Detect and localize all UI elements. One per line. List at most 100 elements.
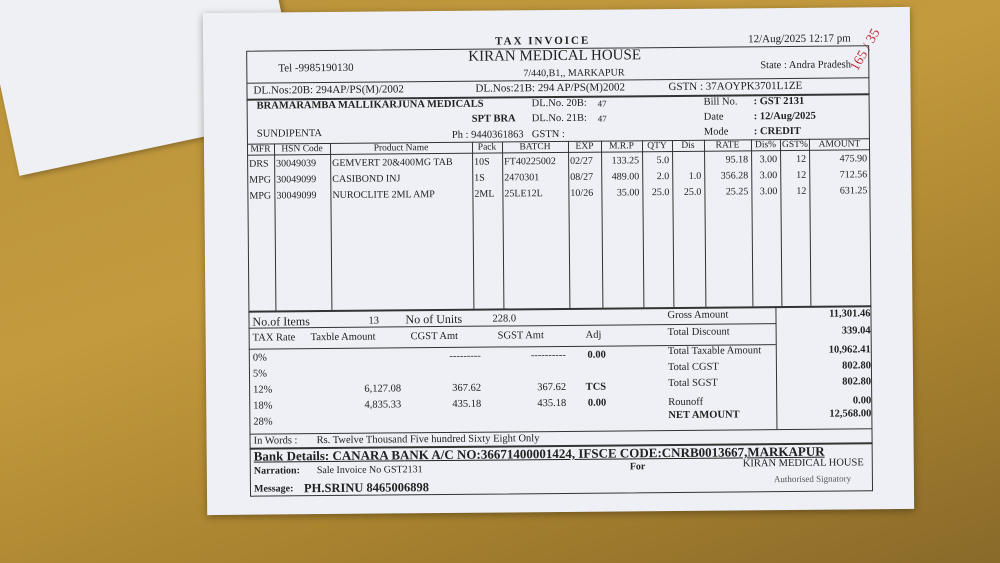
table-cell: 712.56	[839, 169, 868, 181]
table-cell: 12	[796, 185, 807, 197]
invoice-datetime: 12/Aug/2025 12:17 pm	[748, 32, 851, 46]
tax-cell: 0%	[252, 352, 267, 364]
table-cell: 631.25	[839, 185, 868, 197]
table-cell: 95.18	[725, 154, 749, 166]
tax-header: CGST Amt	[410, 330, 459, 343]
buyer-dl21b: 47	[597, 113, 607, 124]
table-cell: 30049099	[276, 190, 317, 202]
tax-cell: 0.00	[587, 397, 607, 409]
bill-mode: : CREDIT	[753, 125, 801, 138]
bill-mode-label: Mode	[703, 126, 729, 138]
column-header: MFR	[250, 144, 271, 155]
total-value: 12,568.00	[829, 408, 872, 420]
seller-dl21b: DL.Nos:21B: 294 AP/PS(M)2002	[475, 81, 625, 95]
message: PH.SRINU 8465006898	[303, 480, 430, 496]
table-cell: 02/27	[570, 155, 593, 167]
table-cell: 10S	[474, 156, 490, 168]
table-cell: 2470301	[504, 172, 540, 184]
total-label: Rounoff	[668, 396, 704, 409]
seller-gstn: GSTN : 37AOYPK3701L1ZE	[668, 79, 803, 94]
table-cell: NUROCLITE 2ML AMP	[332, 189, 435, 201]
total-value: 802.80	[842, 360, 871, 372]
seller-tel: Tel -9985190130	[278, 61, 354, 75]
seller-state: State : Andra Pradesh	[760, 59, 852, 72]
table-cell: 489.00	[611, 171, 640, 183]
table-cell: 35.00	[616, 187, 640, 199]
table-cell: 25.0	[651, 187, 670, 199]
table-cell: MPG	[249, 190, 272, 202]
total-value: 10,962.41	[828, 344, 871, 356]
tax-cell: 435.18	[537, 397, 567, 410]
total-value: 339.04	[841, 325, 871, 337]
column-header: GST%	[781, 139, 808, 151]
invoice-paper: TAX INVOICE 12/Aug/2025 12:17 pm 165 / 3…	[202, 6, 915, 516]
total-value: 0.00	[852, 395, 872, 407]
table-cell: 30049099	[276, 174, 317, 186]
tax-cell: TCS	[585, 381, 607, 393]
total-value: 11,301.46	[829, 308, 871, 320]
tax-cell: 12%	[253, 384, 273, 396]
total-label: Total Discount	[667, 326, 730, 339]
table-cell: CASIBOND INJ	[332, 173, 401, 185]
column-header: Pack	[477, 142, 497, 153]
total-label: NET AMOUNT	[668, 409, 740, 422]
in-words-label: In Words :	[253, 435, 298, 447]
tax-cell: ----------	[530, 349, 566, 362]
table-cell: DRS	[249, 158, 269, 170]
narration-label: Narration:	[253, 465, 300, 477]
column-header: AMOUNT	[818, 139, 861, 150]
total-label: Total Taxable Amount	[667, 345, 762, 358]
buyer-city: SUNDIPENTA	[256, 128, 323, 140]
seller-name: KIRAN MEDICAL HOUSE	[468, 47, 642, 65]
buyer-dl21b-label: DL.No. 21B:	[531, 112, 587, 125]
buyer-line2: SPT BRA	[471, 113, 516, 125]
table-cell: 2ML	[474, 188, 495, 200]
total-value: 802.80	[842, 376, 872, 388]
bill-no-label: Bill No.	[703, 96, 738, 108]
table-cell: FT40225002	[504, 156, 556, 168]
items-table	[203, 7, 910, 13]
column-header: M.R.P	[609, 141, 634, 152]
buyer-gstn: GSTN :	[531, 128, 565, 141]
tax-cell: 0.00	[587, 349, 606, 361]
column-header: RATE	[715, 140, 740, 151]
table-cell: 30049039	[276, 158, 317, 170]
authorised-signatory: Authorised Signatory	[773, 473, 852, 485]
summary-section	[203, 7, 910, 13]
for-label: For	[629, 461, 646, 473]
table-cell: 1.0	[688, 170, 702, 182]
column-header: Dis	[681, 140, 695, 151]
table-cell: 12	[796, 153, 807, 165]
tax-header: SGST Amt	[497, 330, 544, 342]
in-words: Rs. Twelve Thousand Five hundred Sixty E…	[316, 433, 540, 447]
column-header: Dis%	[754, 140, 777, 151]
column-header: EXP	[575, 141, 594, 152]
table-cell: GEMVERT 20&400MG TAB	[332, 156, 453, 169]
items-count: 13	[368, 315, 380, 327]
seller-dl20b: DL.Nos:20B: 294AP/PS(M)/2002	[253, 83, 404, 97]
table-cell: 5.0	[656, 155, 670, 167]
tax-header: Adj	[585, 329, 602, 341]
table-cell: 12	[796, 169, 807, 181]
bill-no: : GST 2131	[753, 95, 805, 108]
table-cell: 2.0	[656, 171, 670, 183]
narration: Sale Invoice No GST2131	[316, 464, 423, 477]
tax-header: TAX Rate	[252, 332, 296, 344]
doc-type: TAX INVOICE	[495, 34, 591, 48]
buyer-name: BRAMARAMBA MALLIKARJUNA MEDICALS	[256, 98, 484, 112]
total-label: Gross Amount	[667, 309, 729, 322]
buyer-phone: Ph : 9440361863	[451, 129, 524, 141]
table-cell: 25LE12L	[504, 188, 543, 200]
table-cell: 475.90	[839, 153, 868, 165]
table-cell: 3.00	[759, 170, 778, 182]
buyer-dl20b: 47	[597, 98, 607, 109]
tax-cell: 18%	[253, 400, 273, 412]
total-label: Total CGST	[667, 361, 719, 374]
tax-cell: 6,127.08	[364, 383, 402, 395]
column-header: QTY	[647, 141, 667, 152]
total-label: Total SGST	[668, 377, 718, 390]
table-cell: 3.00	[759, 186, 778, 198]
bill-date: : 12/Aug/2025	[753, 110, 816, 123]
table-cell: 133.25	[611, 155, 640, 167]
table-cell: 08/27	[570, 171, 594, 183]
